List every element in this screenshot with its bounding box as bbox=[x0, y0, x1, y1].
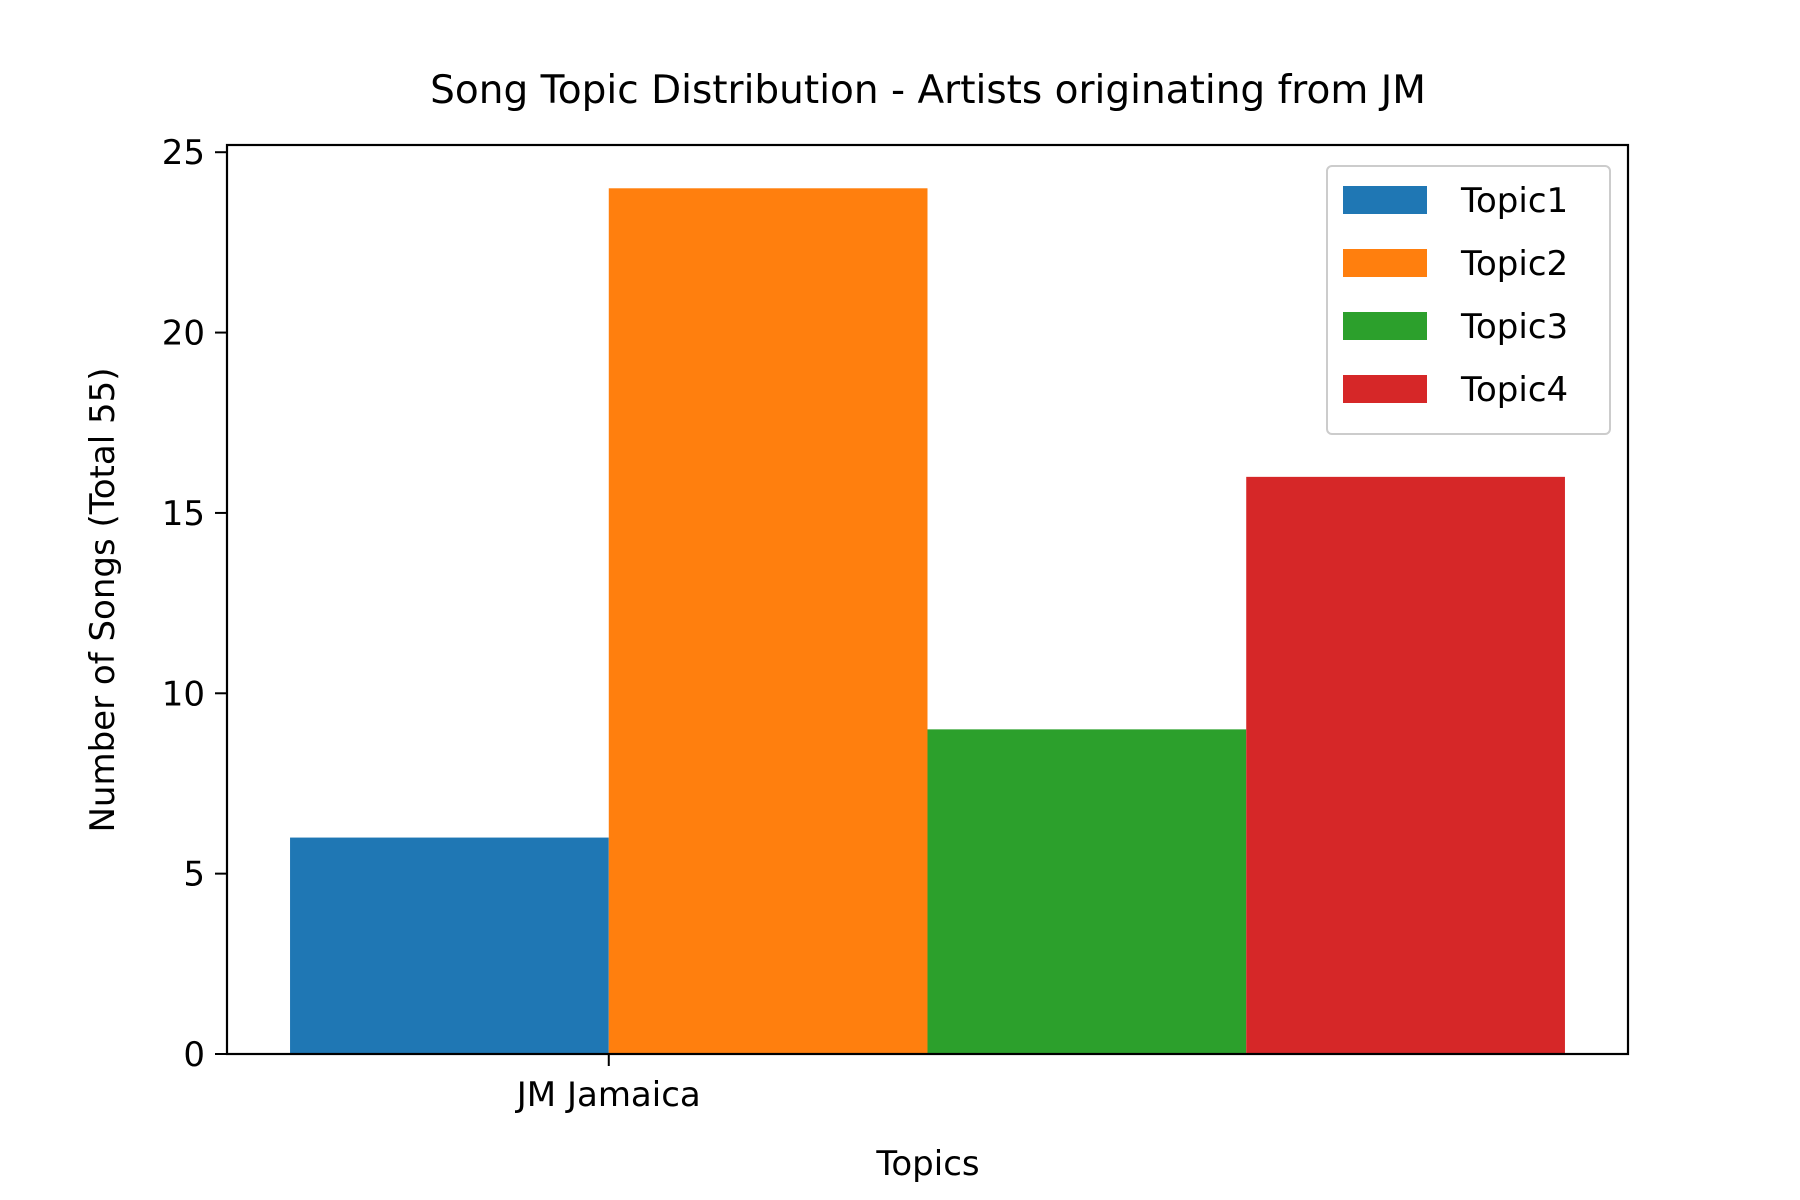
legend: Topic1 Topic2 Topic3 Topic4 bbox=[1326, 165, 1611, 435]
legend-frame bbox=[1326, 165, 1611, 435]
bar-topic1-0 bbox=[290, 837, 609, 1054]
y-axis-label: Number of Songs (Total 55) bbox=[83, 367, 123, 832]
y-tick-label-0: 0 bbox=[183, 1035, 205, 1075]
legend-label-topic4: Topic4 bbox=[1460, 370, 1568, 410]
plot-frame bbox=[225, 143, 1630, 1056]
bar-topic4-0 bbox=[1246, 476, 1565, 1054]
bar-topic2-0 bbox=[608, 188, 928, 1055]
legend-swatch-topic2 bbox=[1343, 249, 1427, 277]
y-tick-label-20: 20 bbox=[162, 314, 205, 354]
chart-title: Song Topic Distribution - Artists origin… bbox=[430, 68, 1426, 113]
legend-swatch-topic3 bbox=[1343, 312, 1427, 340]
legend-label-topic1: Topic1 bbox=[1460, 181, 1568, 221]
x-axis-label: Topics bbox=[875, 1144, 979, 1184]
legend-label-topic3: Topic3 bbox=[1460, 307, 1568, 347]
legend-swatch-topic4 bbox=[1343, 375, 1427, 403]
x-tick-label-0: JM Jamaica bbox=[515, 1075, 701, 1115]
y-tick-label-5: 5 bbox=[183, 855, 205, 895]
bar-topic3-0 bbox=[927, 729, 1247, 1054]
y-tick-label-15: 15 bbox=[162, 494, 205, 534]
y-tick-label-25: 25 bbox=[162, 133, 205, 173]
x-axis: JM Jamaica bbox=[515, 1054, 701, 1115]
legend-swatch-topic1 bbox=[1343, 186, 1427, 214]
y-axis: 0 5 10 15 20 25 bbox=[162, 133, 227, 1075]
y-tick-label-10: 10 bbox=[162, 674, 205, 714]
bars-layer bbox=[290, 188, 1565, 1055]
legend-label-topic2: Topic2 bbox=[1460, 244, 1568, 284]
